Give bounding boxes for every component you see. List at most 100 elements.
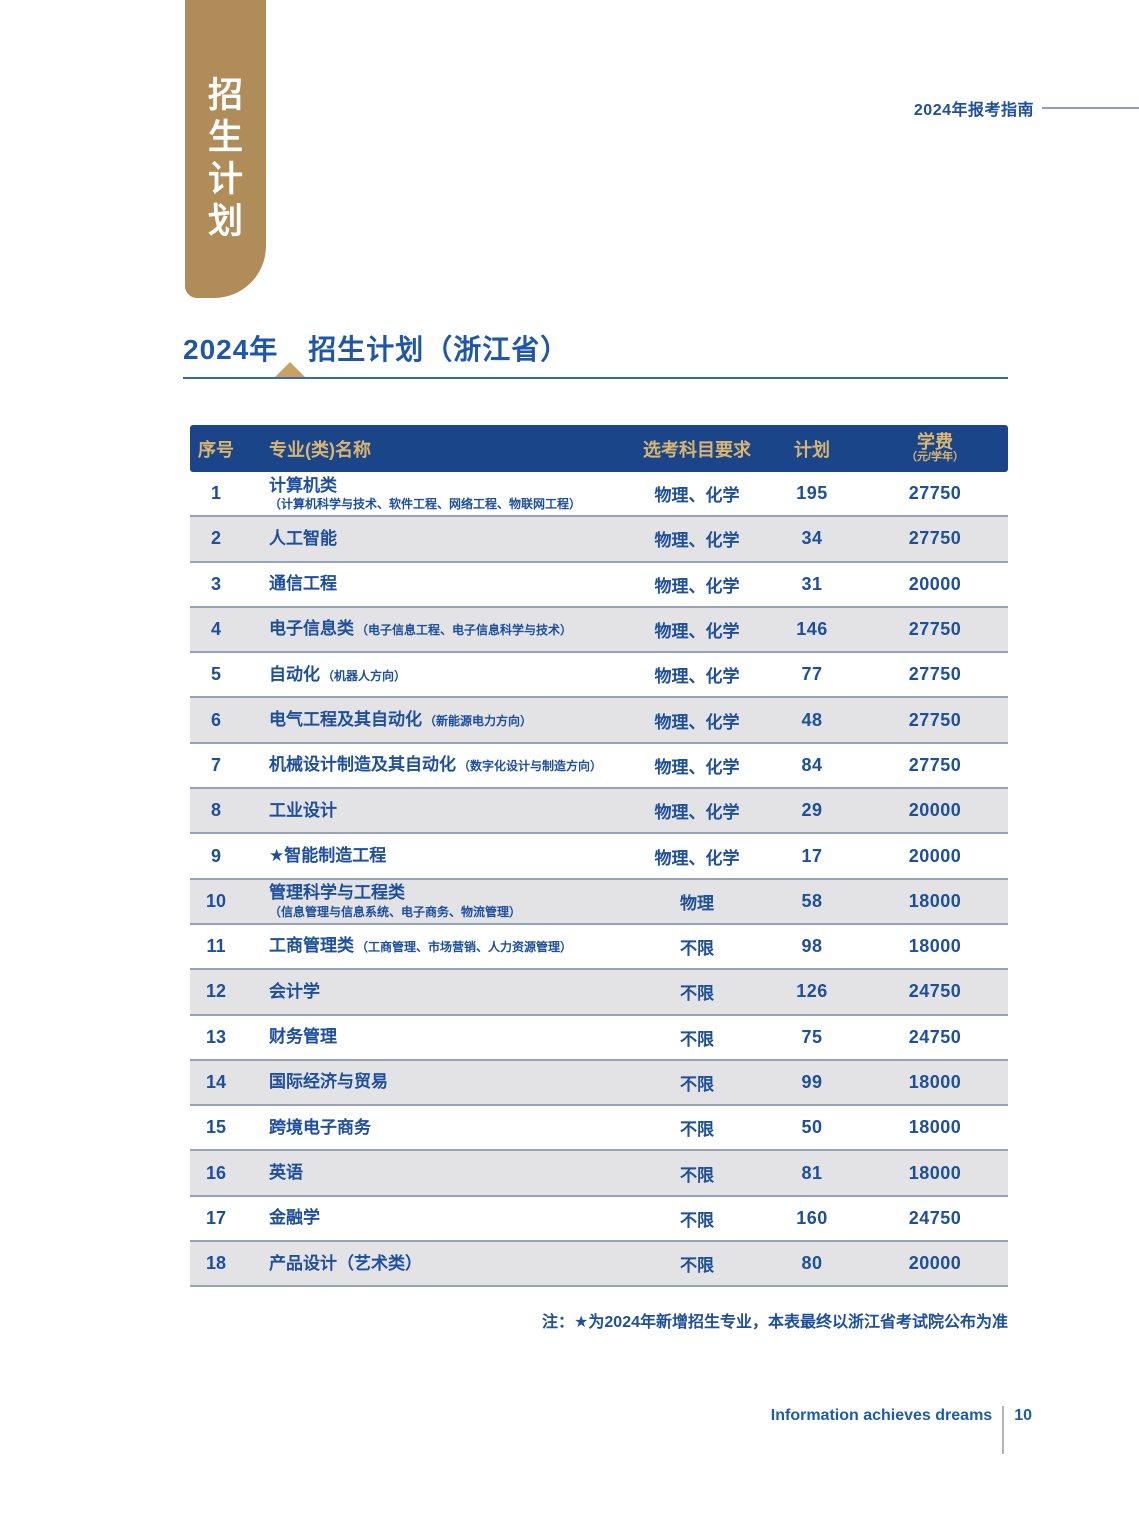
guide-label: 2024年报考指南 [913,102,1034,119]
cell-subjects: 物理、化学 [654,622,740,642]
cell-seq: 3 [210,573,221,594]
page-title: 2024年 招生计划（浙江省） [183,333,1008,367]
cell-seq: 1 [210,483,221,504]
cell-subjects: 不限 [680,1210,714,1230]
footer-divider [1002,1406,1005,1454]
cell-major-name: 人工智能 [242,529,632,549]
admission-plan-table: 序号 专业(类)名称 选考科目要求 计划 学费 （元/学年） 1 计算机类 （计算机… [190,425,1008,1288]
cell-seq: 13 [205,1026,227,1047]
cell-plan: 29 [801,800,823,821]
table-row: 2 人工智能 物理、化学 34 27750 [190,517,1008,563]
cell-fee: 27750 [908,709,962,730]
cell-plan: 195 [796,483,828,504]
major-name: 通信工程 [269,574,337,594]
cell-major-name: 工业设计 [242,801,632,821]
cell-seq: 12 [205,981,227,1002]
major-name: 产品设计（艺术类） [269,1253,422,1273]
cell-plan: 48 [801,709,823,730]
cell-fee: 27750 [908,664,962,685]
cell-fee: 20000 [908,1253,962,1274]
table-row: 10 管理科学与工程类 （信息管理与信息系统、电子商务、物流管理） 物理 58 18000 [190,879,1008,925]
major-name-detail: （计算机科学与技术、软件工程、网络工程、物联网工程） [269,497,582,512]
cell-major-name: 英语 [242,1163,632,1183]
banner-char: 生 [207,117,243,158]
major-name: 财务管理 [269,1027,337,1047]
cell-plan: 81 [801,1162,823,1183]
cell-subjects: 物理、化学 [654,531,740,551]
title-underline [183,361,1008,379]
cell-fee: 24750 [908,981,962,1002]
cell-seq: 8 [210,800,221,821]
cell-seq: 10 [205,890,227,911]
cell-fee: 27750 [908,528,962,549]
major-name: 人工智能 [269,528,337,548]
table-body: 1 计算机类 （计算机科学与技术、软件工程、网络工程、物联网工程） 物理、化学 195 2… [190,472,1008,1288]
cell-plan: 34 [801,528,823,549]
table-row: 1 计算机类 （计算机科学与技术、软件工程、网络工程、物联网工程） 物理、化学 195 2… [190,472,1008,518]
running-head: 2024年报考指南 [700,96,1139,120]
cell-major-name: ★智能制造工程 [242,846,632,866]
cell-subjects: 物理、化学 [654,486,740,506]
cell-major-name: 自动化 （机器人方向） [242,665,632,685]
table-row: 13 财务管理 不限 75 24750 [190,1016,1008,1061]
cell-subjects: 物理、化学 [654,757,740,777]
major-name: 机械设计制造及其自动化 [269,755,456,775]
cell-subjects: 物理、化学 [654,576,740,596]
header-fee-label: 学费 [917,432,953,453]
cell-major-name: 工商管理类 （工商管理、市场营销、人力资源管理） [242,936,632,956]
cell-major-name: 跨境电子商务 [242,1118,632,1138]
cell-fee: 18000 [908,1072,962,1092]
cell-major-name: 电子信息类 （电子信息工程、电子信息科学与技术） [242,619,632,639]
cell-major-name: 计算机类 （计算机科学与技术、软件工程、网络工程、物联网工程） [242,476,632,512]
major-name-detail: （新能源电力方向） [424,713,533,728]
major-name: 会计学 [269,981,320,1001]
major-name: 电气工程及其自动化 [269,709,422,729]
cell-major-name: 电气工程及其自动化 （新能源电力方向） [242,710,632,730]
major-name-detail: （机器人方向） [322,668,407,683]
table-row: 12 会计学 不限 126 24750 [190,970,1008,1016]
major-name: ★智能制造工程 [269,845,387,865]
major-name: 跨境电子商务 [269,1117,371,1137]
cell-subjects: 物理 [680,893,714,913]
major-name: 管理科学与工程类 [269,883,405,903]
header-fee: 学费 （元/学年） [862,433,1008,463]
cell-fee: 20000 [908,800,962,821]
major-name: 国际经济与贸易 [269,1072,388,1092]
cell-major-name: 管理科学与工程类 （信息管理与信息系统、电子商务、物流管理） [242,883,632,919]
cell-subjects: 不限 [680,1165,714,1185]
cell-major-name: 财务管理 [242,1027,632,1047]
cell-subjects: 不限 [680,1075,714,1094]
major-name: 工商管理类 [269,936,354,956]
cell-seq: 4 [210,619,221,640]
cell-subjects: 物理、化学 [654,848,740,868]
cell-subjects: 不限 [680,1120,714,1140]
guide-rule [1042,107,1139,109]
table-row: 7 机械设计制造及其自动化 （数字化设计与制造方向） 物理、化学 84 27750 [190,744,1008,790]
cell-seq: 17 [205,1207,227,1228]
major-name: 金融学 [269,1208,320,1228]
header-seq: 序号 [198,439,234,460]
table-row: 16 英语 不限 81 18000 [190,1151,1008,1197]
cell-seq: 6 [210,709,221,730]
table-row: 11 工商管理类 （工商管理、市场营销、人力资源管理） 不限 98 18000 [190,925,1008,971]
table-row: 3 通信工程 物理、化学 31 20000 [190,563,1008,608]
table-row: 9 ★智能制造工程 物理、化学 17 20000 [190,834,1008,880]
cell-major-name: 金融学 [242,1208,632,1228]
cell-plan: 50 [801,1117,823,1138]
cell-fee: 18000 [908,936,962,957]
cell-seq: 16 [205,1162,227,1183]
header-fee-unit: （元/学年） [905,451,965,464]
major-name: 工业设计 [269,800,337,820]
section-title-block: 2024年 招生计划（浙江省） [183,333,1008,379]
cell-fee: 27750 [908,754,962,775]
cell-seq: 11 [206,936,226,957]
cell-plan: 84 [801,754,823,775]
cell-plan: 58 [801,890,823,911]
cell-plan: 160 [796,1207,828,1228]
cell-fee: 24750 [908,1026,962,1047]
cell-major-name: 国际经济与贸易 [242,1072,632,1092]
cell-fee: 18000 [908,1162,962,1183]
table-row: 5 自动化 （机器人方向） 物理、化学 77 27750 [190,653,1008,699]
cell-major-name: 通信工程 [242,574,632,594]
major-name: 电子信息类 [269,619,354,639]
